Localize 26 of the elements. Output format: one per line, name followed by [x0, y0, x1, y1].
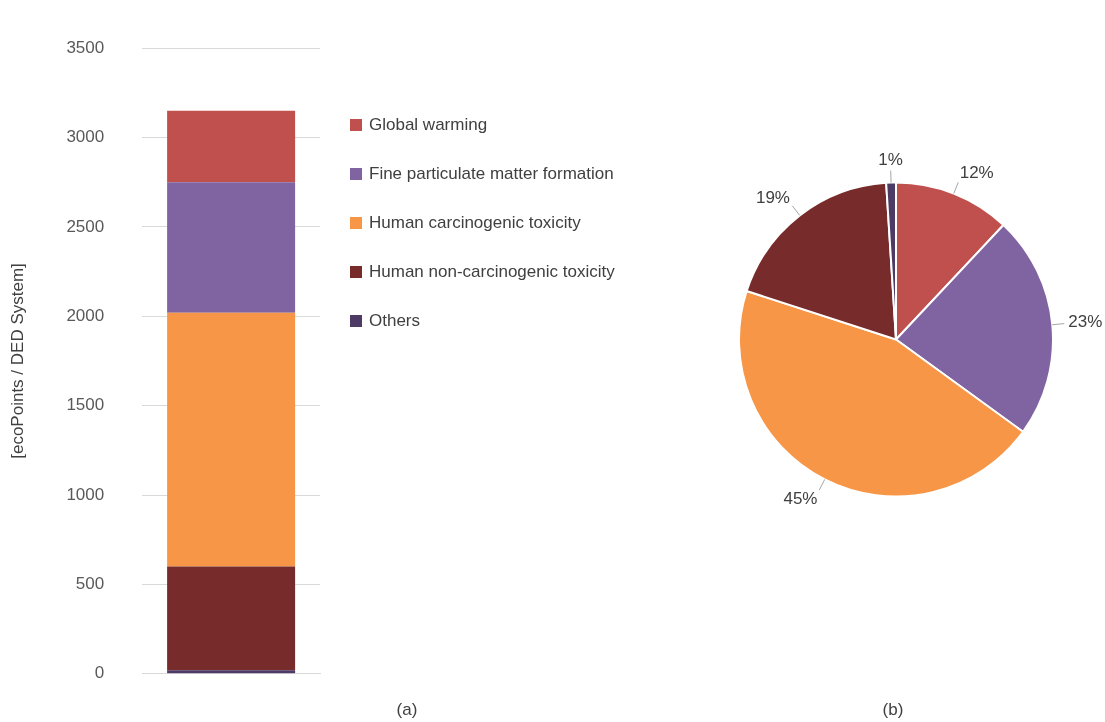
legend-label: Human non-carcinogenic toxicity	[369, 262, 615, 282]
data-label: 19%	[755, 187, 790, 207]
legend-label: Global warming	[369, 115, 488, 135]
y-tick-label: 500	[75, 574, 105, 594]
bar	[167, 312, 296, 567]
y-tick-label: 2500	[66, 216, 105, 236]
bar	[167, 566, 296, 671]
bar	[167, 110, 296, 183]
legend-label: Human carcinogenic toxicity	[369, 213, 581, 233]
y-tick-label: 1000	[66, 484, 105, 504]
legend-label: Others	[369, 311, 421, 331]
data-label: 12%	[959, 162, 994, 182]
bar	[167, 670, 296, 674]
data-label: 23%	[1068, 312, 1103, 332]
text: (a)	[396, 700, 418, 720]
y-tick-label: 3000	[66, 127, 105, 147]
y-tick-label: 3500	[66, 37, 105, 57]
y-axis-title: [ecoPoints / DED System]	[7, 263, 27, 459]
y-tick-label: 0	[94, 663, 105, 683]
data-label: 45%	[783, 488, 818, 508]
text: (b)	[882, 700, 904, 720]
y-tick-label: 2000	[66, 306, 105, 325]
data-label: 1%	[878, 150, 903, 170]
bar	[167, 182, 296, 313]
legend-label: Fine particulate matter formation	[369, 164, 614, 184]
y-tick-label: 1500	[66, 395, 105, 415]
